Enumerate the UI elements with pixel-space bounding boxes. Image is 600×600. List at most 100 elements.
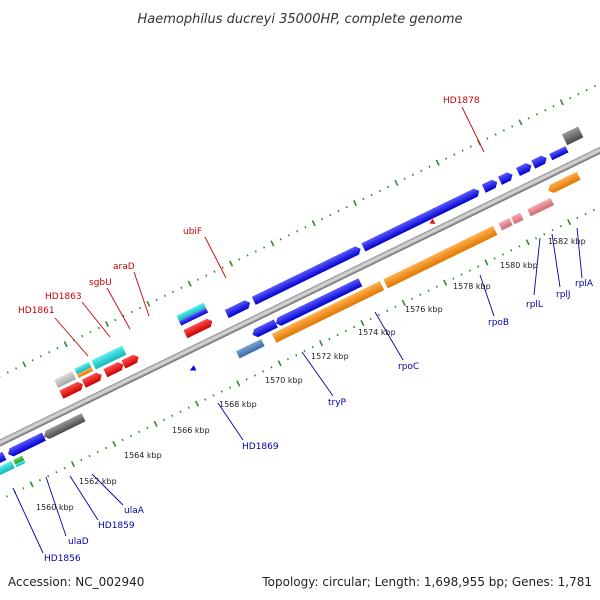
upper-tick xyxy=(89,330,92,334)
upper-tick xyxy=(122,314,125,318)
upper-tick xyxy=(263,246,266,249)
upper-tick xyxy=(337,209,340,213)
gene-HD1869[interactable] xyxy=(251,319,278,338)
upper-tick xyxy=(527,117,530,120)
upper-tick xyxy=(518,119,523,126)
upper-tick xyxy=(435,159,440,166)
gene-blue-3[interactable] xyxy=(497,171,515,185)
gene-tryP[interactable] xyxy=(235,338,265,359)
gene-blue-4[interactable] xyxy=(515,161,533,177)
forward-leaders xyxy=(54,106,485,357)
kbp-tick-label: 1576 kbp xyxy=(405,305,443,314)
lower-tick xyxy=(394,305,397,309)
kbp-tick-label: 1568 kbp xyxy=(219,400,257,409)
upper-tick xyxy=(486,137,489,140)
upper-tick xyxy=(320,217,324,221)
accession-text: Accession: NC_002940 xyxy=(8,575,144,589)
lower-tick xyxy=(70,461,76,468)
upper-tick xyxy=(254,250,257,253)
lower-tick xyxy=(104,446,108,450)
upper-tick xyxy=(394,179,399,186)
lower-tick xyxy=(245,378,248,381)
lower-tick xyxy=(510,249,513,252)
lower-tick xyxy=(129,434,132,438)
gene-red-3[interactable] xyxy=(103,360,125,378)
gene-label-ulaD: ulaD xyxy=(68,537,89,547)
kbp-tick-label: 1572 kbp xyxy=(311,352,349,361)
genome-track xyxy=(0,84,600,498)
lower-tick xyxy=(253,374,256,377)
upper-tick xyxy=(155,298,158,302)
upper-tick xyxy=(130,310,133,314)
lower-tick xyxy=(401,299,406,306)
upper-tick xyxy=(270,240,275,247)
upper-tick xyxy=(139,306,142,310)
gene-rplJ[interactable] xyxy=(511,212,524,225)
upper-tick xyxy=(14,367,18,370)
upper-tick xyxy=(114,318,117,322)
gene-rpoB[interactable] xyxy=(383,225,498,289)
lower-tick xyxy=(386,309,389,313)
gene-ubiF-partner[interactable] xyxy=(179,308,209,326)
upper-tick xyxy=(246,254,249,257)
gene-label-rpoC: rpoC xyxy=(398,362,419,372)
lower-tick xyxy=(319,340,324,347)
gene-ulaD[interactable] xyxy=(0,460,15,476)
upper-tick xyxy=(362,197,365,201)
gene-label-HD1869: HD1869 xyxy=(242,442,279,452)
gene-rpoC-bottom[interactable] xyxy=(274,278,363,327)
gene-rplA[interactable] xyxy=(527,197,555,217)
lower-tick xyxy=(534,237,538,240)
lower-tick xyxy=(484,259,489,266)
gene-red-4[interactable] xyxy=(121,353,140,369)
gene-HD1859-b[interactable] xyxy=(15,460,26,468)
kbp-tick-label: 1582 kbp xyxy=(548,237,586,246)
reverse-genes xyxy=(0,171,581,476)
lower-tick xyxy=(410,297,414,300)
lower-tick xyxy=(311,345,314,349)
gene-HD1863[interactable] xyxy=(74,361,92,375)
upper-tick xyxy=(81,334,84,338)
gene-label-HD1861: HD1861 xyxy=(18,306,55,316)
gene-rplL[interactable] xyxy=(498,217,513,231)
lower-tick xyxy=(419,293,422,296)
lower-tick xyxy=(229,386,232,389)
gene-label-ulaA: ulaA xyxy=(124,506,145,516)
gene-rpoC-top[interactable] xyxy=(251,245,363,305)
gene-blue-r3[interactable] xyxy=(6,432,46,459)
gene-rpoC[interactable] xyxy=(271,281,385,343)
gene-label-rplA: rplA xyxy=(575,279,594,289)
gene-sgbU[interactable] xyxy=(76,367,94,378)
gene-ulaA[interactable] xyxy=(42,413,86,440)
gene-rpoB-top[interactable] xyxy=(361,187,481,252)
gene-HD1861[interactable] xyxy=(54,371,77,388)
reverse-leaders xyxy=(12,227,583,554)
gene-araD[interactable] xyxy=(91,345,127,370)
gene-red-2[interactable] xyxy=(81,371,104,388)
upper-tick xyxy=(22,361,27,368)
upper-tick xyxy=(287,234,290,237)
gene-orange-r[interactable] xyxy=(546,171,581,195)
lower-tick xyxy=(303,350,306,353)
lower-tick xyxy=(38,479,41,482)
lower-tick xyxy=(121,438,124,442)
gene-blue-6[interactable] xyxy=(549,146,569,161)
gene-gray-top[interactable] xyxy=(561,126,584,146)
gene-red-5[interactable] xyxy=(183,317,214,339)
upper-tick xyxy=(411,173,415,177)
gene-blue-1[interactable] xyxy=(224,299,252,319)
gene-HD1859[interactable] xyxy=(13,455,25,465)
gene-label-ubiF: ubiF xyxy=(183,227,202,237)
upper-tick xyxy=(552,105,555,108)
gene-label-HD1859: HD1859 xyxy=(98,521,135,531)
lower-tick xyxy=(262,370,265,373)
upper-tick xyxy=(97,326,100,330)
lower-tick xyxy=(187,406,190,409)
gene-red-1[interactable] xyxy=(59,380,85,399)
lower-tick xyxy=(29,481,34,488)
gene-ubiF[interactable] xyxy=(176,302,207,322)
gene-blue-5[interactable] xyxy=(531,154,548,169)
gene-blue-r2[interactable] xyxy=(0,451,7,465)
gene-blue-2[interactable] xyxy=(481,178,499,193)
